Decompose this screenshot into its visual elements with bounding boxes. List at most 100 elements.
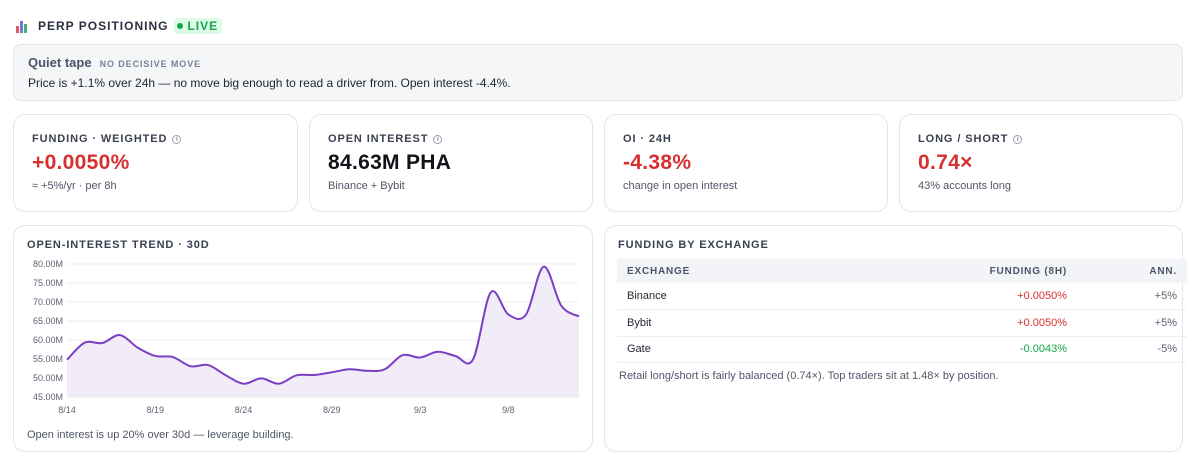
oi-data-point <box>383 367 387 371</box>
table-row: Bybit +0.0050% +5% <box>617 309 1187 337</box>
card-label-text: OPEN INTEREST <box>328 133 429 145</box>
table-row: Binance +0.0050% +5% <box>617 283 1187 310</box>
oi-data-point <box>206 363 210 367</box>
bar-chart-icon <box>16 20 28 33</box>
exchange-cell: Bybit <box>617 309 777 337</box>
open-interest-card: OPEN INTEREST i 84.63M PHA Binance + Bybi… <box>309 114 593 212</box>
banner-heading: Quiet tape <box>28 55 92 70</box>
banner-text: Price is +1.1% over 24h — no move big en… <box>28 76 511 90</box>
oi-data-point <box>277 382 281 386</box>
ann-cell: +5% <box>1077 309 1187 337</box>
oi-data-point <box>242 382 246 386</box>
table-header-row: EXCHANGE FUNDING (8H) ANN. <box>617 259 1187 283</box>
card-label-text: LONG / SHORT <box>918 133 1009 145</box>
live-label: LIVE <box>187 19 219 33</box>
ann-cell: +5% <box>1077 283 1187 310</box>
oi-data-point <box>189 364 193 368</box>
oi-data-point <box>418 355 422 359</box>
oi-data-point <box>577 314 581 318</box>
banner-tag: NO DECISIVE MOVE <box>99 59 201 69</box>
funding-weighted-card: FUNDING · WEIGHTED i +0.0050% ≈ +5%/yr · … <box>13 114 298 212</box>
oi-data-point <box>100 341 104 345</box>
card-label: FUNDING · WEIGHTED i <box>32 133 279 145</box>
oi-data-point <box>471 357 475 361</box>
oi-24h-card: OI · 24H -4.38% change in open interest <box>604 114 888 212</box>
long-short-card: LONG / SHORT i 0.74× 43% accounts long <box>899 114 1183 212</box>
y-tick-label: 45.00M <box>33 392 63 402</box>
info-icon[interactable]: i <box>172 134 182 144</box>
card-label-text: FUNDING · WEIGHTED <box>32 133 168 145</box>
card-value: 0.74× <box>918 151 973 174</box>
oi-data-point <box>118 333 122 337</box>
page-title: PERP POSITIONING <box>38 19 169 33</box>
y-tick-label: 60.00M <box>33 335 63 345</box>
card-subtext: ≈ +5%/yr · per 8h <box>32 180 117 192</box>
card-subtext: change in open interest <box>623 180 738 192</box>
oi-data-point <box>347 367 351 371</box>
info-icon[interactable]: i <box>1013 134 1023 144</box>
y-tick-label: 75.00M <box>33 278 63 288</box>
oi-data-point <box>295 373 299 377</box>
x-tick-label: 8/19 <box>147 405 165 415</box>
page-header: PERP POSITIONING LIVE <box>16 18 223 34</box>
oi-trend-panel: OPEN-INTEREST TREND · 30D 80.00M 75.00M 70… <box>13 225 593 452</box>
oi-area-fill <box>67 266 579 397</box>
card-subtext: Binance + Bybit <box>328 180 405 192</box>
funding-cell: +0.0050% <box>777 309 1077 337</box>
oi-data-point <box>65 358 69 362</box>
ann-cell: -5% <box>1077 336 1187 363</box>
oi-data-point <box>542 265 546 269</box>
funding-cell: -0.0043% <box>777 336 1077 363</box>
oi-data-point <box>171 355 175 359</box>
funding-table: EXCHANGE FUNDING (8H) ANN. Binance +0.00… <box>617 259 1187 363</box>
funding-panel-title: FUNDING BY EXCHANGE <box>618 239 769 251</box>
y-tick-label: 65.00M <box>33 316 63 326</box>
oi-data-point <box>136 346 140 350</box>
live-dot-icon <box>177 23 184 29</box>
x-tick-label: 9/3 <box>414 405 427 415</box>
funding-panel-note: Retail long/short is fairly balanced (0.… <box>619 370 999 382</box>
oi-data-point <box>400 353 404 357</box>
y-tick-label: 70.00M <box>33 297 63 307</box>
funding-by-exchange-panel: FUNDING BY EXCHANGE EXCHANGE FUNDING (8H… <box>604 225 1187 452</box>
x-tick-label: 9/8 <box>502 405 515 415</box>
oi-data-point <box>330 370 334 374</box>
oi-trend-chart: 80.00M 75.00M 70.00M 65.00M 60.00M 55.00M 50.0… <box>33 259 581 415</box>
col-exchange: EXCHANGE <box>617 259 777 283</box>
oi-data-point <box>489 291 493 295</box>
oi-data-point <box>312 373 316 377</box>
y-tick-label: 80.00M <box>33 259 63 269</box>
info-icon[interactable]: i <box>433 134 443 144</box>
oi-data-point <box>365 369 369 373</box>
x-tick-label: 8/14 <box>58 405 76 415</box>
exchange-cell: Binance <box>617 283 777 310</box>
oi-data-point <box>559 304 563 308</box>
oi-data-point <box>224 373 228 377</box>
oi-data-point <box>83 341 87 345</box>
card-value: 84.63M PHA <box>328 151 452 174</box>
oi-data-point <box>506 313 510 317</box>
table-row: Gate -0.0043% -5% <box>617 336 1187 363</box>
x-tick-label: 8/24 <box>235 405 253 415</box>
oi-data-point <box>524 313 528 317</box>
card-label: OI · 24H <box>623 133 869 145</box>
oi-trend-note: Open interest is up 20% over 30d — lever… <box>27 429 294 441</box>
oi-series-line <box>66 265 580 385</box>
oi-trend-title: OPEN-INTEREST TREND · 30D <box>27 239 210 251</box>
y-tick-label: 55.00M <box>33 354 63 364</box>
market-summary-banner: Quiet tape NO DECISIVE MOVE Price is +1.… <box>13 44 1183 101</box>
exchange-cell: Gate <box>617 336 777 363</box>
card-value: -4.38% <box>623 151 692 174</box>
x-tick-label: 8/29 <box>323 405 341 415</box>
card-label: OPEN INTEREST i <box>328 133 574 145</box>
card-label-text: OI · 24H <box>623 133 672 145</box>
oi-data-point <box>259 376 263 380</box>
col-ann: ANN. <box>1077 259 1187 283</box>
oi-data-point <box>436 350 440 354</box>
card-value: +0.0050% <box>32 151 130 174</box>
col-funding: FUNDING (8H) <box>777 259 1077 283</box>
funding-cell: +0.0050% <box>777 283 1077 310</box>
live-badge: LIVE <box>174 18 223 34</box>
oi-data-point <box>153 354 157 358</box>
card-label: LONG / SHORT i <box>918 133 1164 145</box>
